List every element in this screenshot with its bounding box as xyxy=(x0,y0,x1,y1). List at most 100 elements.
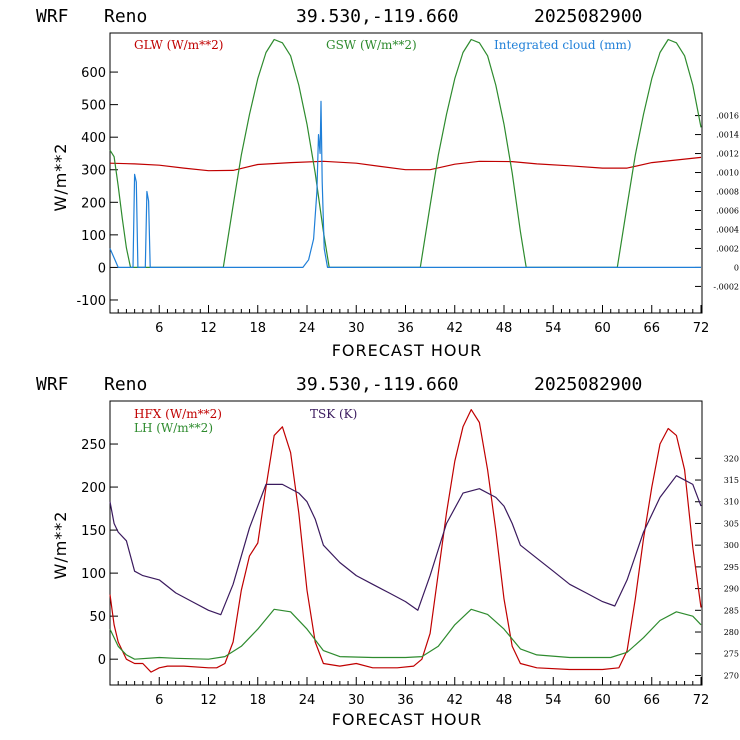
x-tick-label: 60 xyxy=(594,693,611,708)
y2-tick-label: .0012 xyxy=(716,150,739,159)
y2-tick-label: 290 xyxy=(724,585,739,594)
header-model: WRF xyxy=(36,374,69,395)
y2-tick-label: 0 xyxy=(734,263,739,272)
panel-1-plot-frame xyxy=(109,32,703,314)
panel-2-x-axis: 6 12 18 24 30 36 42 48 54 60 66 72 xyxy=(117,677,710,708)
x-tick-label: 12 xyxy=(200,693,217,708)
header-coords: 39.530,-119.660 xyxy=(296,6,459,27)
panel-1-header: WRF Reno 39.530,-119.660 2025082900 xyxy=(36,6,642,27)
x-tick-label: 54 xyxy=(545,321,562,336)
y-tick-label: 400 xyxy=(81,131,106,146)
y-tick-label: 100 xyxy=(81,567,106,582)
panel-2-y-label: W/m**2 xyxy=(51,511,70,580)
header-site: Reno xyxy=(104,6,147,27)
panel-2-header: WRF Reno 39.530,-119.660 2025082900 xyxy=(36,374,642,395)
panel-2-series xyxy=(109,409,702,673)
header-coords: 39.530,-119.660 xyxy=(296,374,459,395)
x-tick-label: 72 xyxy=(693,693,710,708)
y2-tick-label: 280 xyxy=(724,628,739,637)
panel-1: WRF Reno 39.530,-119.660 2025082900 -100… xyxy=(36,6,739,360)
x-tick-label: 12 xyxy=(200,321,217,336)
panel-1-legend: GLW (W/m**2) GSW (W/m**2) Integrated clo… xyxy=(134,38,632,52)
y2-tick-label: .0006 xyxy=(716,206,739,215)
x-tick-label: 72 xyxy=(693,321,710,336)
x-tick-label: 18 xyxy=(249,693,266,708)
y2-tick-label: .0014 xyxy=(716,131,739,140)
x-tick-label: 60 xyxy=(594,321,611,336)
panel-2: WRF Reno 39.530,-119.660 2025082900 0 50 1… xyxy=(36,374,739,729)
x-tick-label: 30 xyxy=(348,321,365,336)
series-line-glw xyxy=(109,156,702,172)
series-line-hfx xyxy=(109,409,702,673)
x-tick-label: 6 xyxy=(155,693,163,708)
panel-2-y-axis: 0 50 100 150 200 250 xyxy=(81,438,118,668)
y2-tick-label: 275 xyxy=(724,650,739,659)
legend-gsw: GSW (W/m**2) xyxy=(326,38,417,52)
y-tick-label: 200 xyxy=(81,196,106,211)
x-tick-label: 42 xyxy=(446,693,463,708)
y2-tick-label: -.0002 xyxy=(713,282,739,291)
panel-2-y2-axis: 320 315 310 305 300 295 290 285 280 275 270 xyxy=(695,454,739,680)
x-tick-label: 24 xyxy=(299,321,316,336)
series-line-tsk xyxy=(109,475,702,616)
panel-1-series xyxy=(109,38,702,268)
legend-cloud: Integrated cloud (mm) xyxy=(494,38,632,52)
y-tick-label: 500 xyxy=(81,99,106,114)
y-tick-label: 0 xyxy=(98,653,106,668)
header-site: Reno xyxy=(104,374,147,395)
header-model: WRF xyxy=(36,6,69,27)
x-tick-label: 18 xyxy=(249,321,266,336)
y2-tick-label: 320 xyxy=(724,454,739,463)
y2-tick-label: .0016 xyxy=(716,112,739,121)
y-tick-label: 300 xyxy=(81,164,106,179)
legend-hfx: HFX (W/m**2) xyxy=(134,407,222,421)
x-tick-label: 48 xyxy=(496,693,513,708)
x-tick-label: 54 xyxy=(545,693,562,708)
panel-2-legend: HFX (W/m**2) LH (W/m**2) TSK (K) xyxy=(134,407,357,435)
x-tick-label: 30 xyxy=(348,693,365,708)
x-tick-label: 66 xyxy=(643,693,660,708)
header-date: 2025082900 xyxy=(534,374,642,395)
x-tick-label: 42 xyxy=(446,321,463,336)
y2-tick-label: .0002 xyxy=(716,244,739,253)
panel-1-x-label: FORECAST HOUR xyxy=(332,341,483,360)
series-line-integrated xyxy=(109,100,701,268)
y2-tick-label: .0008 xyxy=(716,188,739,197)
x-tick-label: 66 xyxy=(643,321,660,336)
header-date: 2025082900 xyxy=(534,6,642,27)
y2-tick-label: 305 xyxy=(724,519,739,528)
series-line-lh xyxy=(109,608,702,660)
panel-1-y-label: W/m**2 xyxy=(51,143,70,212)
panel-1-y-axis: -100 0 100 200 300 400 500 600 xyxy=(76,66,118,309)
panel-1-x-axis: 6 12 18 24 30 36 42 48 54 60 66 72 xyxy=(117,305,710,336)
x-tick-label: 36 xyxy=(397,693,414,708)
panel-2-x-label: FORECAST HOUR xyxy=(332,710,483,729)
y-tick-label: 200 xyxy=(81,481,106,496)
x-tick-label: 36 xyxy=(397,321,414,336)
y2-tick-label: 285 xyxy=(724,606,739,615)
y2-tick-label: 315 xyxy=(724,476,739,485)
x-tick-label: 48 xyxy=(496,321,513,336)
y2-tick-label: 310 xyxy=(724,498,739,507)
y-tick-label: 250 xyxy=(81,438,106,453)
series-line-gsw xyxy=(109,38,702,268)
panel-2-plot-frame xyxy=(109,400,703,686)
y-tick-label: 150 xyxy=(81,524,106,539)
x-tick-label: 24 xyxy=(299,693,316,708)
y-tick-label: -100 xyxy=(76,294,106,309)
y2-tick-label: .0004 xyxy=(716,225,739,234)
x-tick-label: 6 xyxy=(155,321,163,336)
y-tick-label: 100 xyxy=(81,229,106,244)
y2-tick-label: 270 xyxy=(724,671,739,680)
panel-1-y2-axis: .0016 .0014 .0012 .0010 .0008 .0006 .0004 .0002… xyxy=(695,112,739,291)
y2-tick-label: 295 xyxy=(724,563,739,572)
legend-lh: LH (W/m**2) xyxy=(134,421,213,435)
y-tick-label: 0 xyxy=(98,261,106,276)
legend-glw: GLW (W/m**2) xyxy=(134,38,223,52)
legend-tsk: TSK (K) xyxy=(310,407,357,421)
y-tick-label: 50 xyxy=(89,610,106,625)
y2-tick-label: 300 xyxy=(724,541,739,550)
y2-tick-label: .0010 xyxy=(716,169,739,178)
y-tick-label: 600 xyxy=(81,66,106,81)
